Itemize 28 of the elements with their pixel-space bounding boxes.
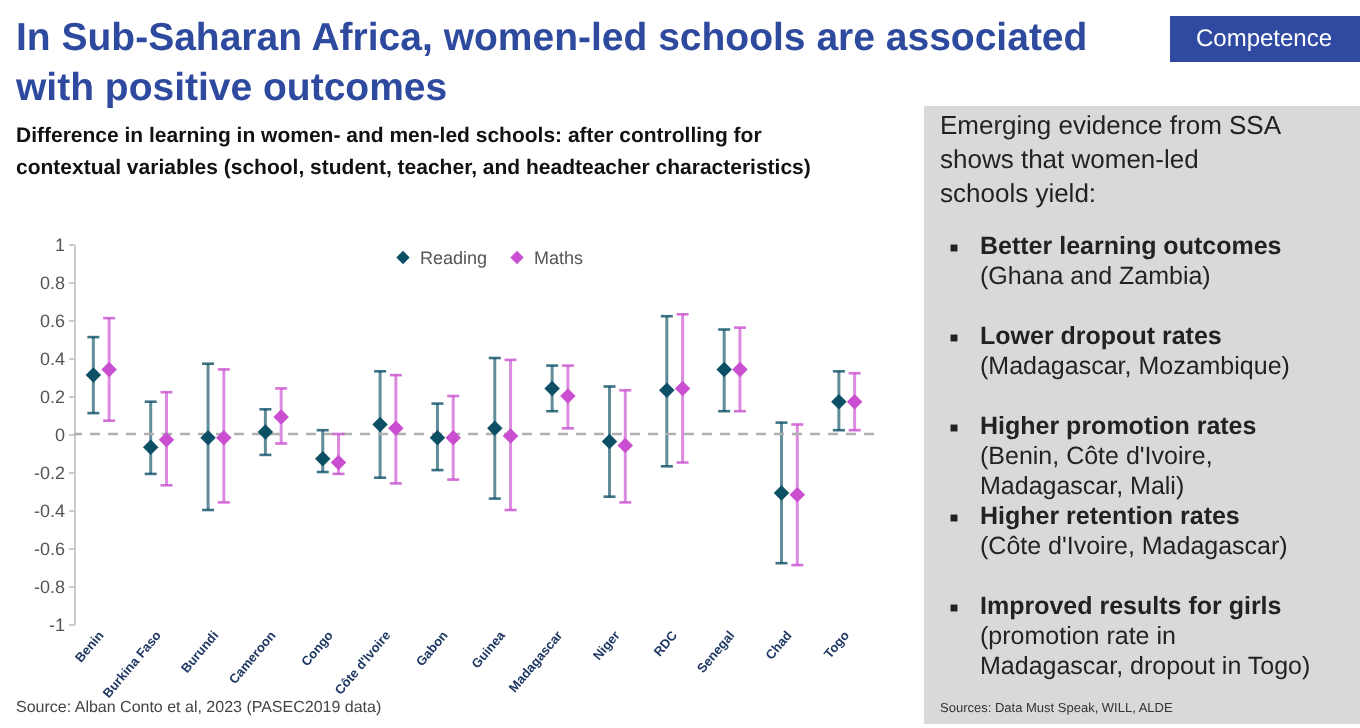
y-tick-label: 1: [54, 235, 65, 255]
legend-label: Maths: [534, 247, 585, 268]
y-tick-label: -1: [48, 615, 65, 635]
y-tick-label: 0.8: [39, 273, 65, 293]
text: Lower dropout rates: [980, 322, 1222, 350]
text: Higher retention rates: [980, 502, 1240, 530]
text: Better learning outcomes: [980, 232, 1282, 260]
y-tick-label: -0.2: [33, 463, 65, 483]
y-tick-label: -0.4: [33, 501, 65, 521]
text: Higher promotion rates: [980, 412, 1257, 440]
y-tick-label: -0.6: [33, 539, 65, 559]
text: Emerging evidence from SSA shows that women-led schools yield:: [940, 110, 1282, 208]
chart-subtitle: Difference in learning in women- and men-led schools: after controlling for contextual variables (school, student, teacher, and headteacher characteristics): [16, 124, 811, 180]
text: (promotion rate in Madagascar, dropout in Togo): [980, 622, 1311, 680]
y-tick-label: -0.8: [33, 577, 65, 597]
text: (Madagascar, Mozambique): [980, 352, 1290, 380]
legend-label: Reading: [420, 247, 488, 268]
y-tick-label: 0.2: [39, 387, 65, 407]
chart-title: In Sub-Saharan Africa, women-led schools are associated with positive outcomes: [14, 16, 1088, 110]
text: (Benin, Côte d'Ivoire, Madagascar, Mali): [980, 442, 1213, 500]
y-tick-label: 0: [54, 425, 65, 445]
text: (Côte d'Ivoire, Madagascar): [980, 532, 1288, 560]
source-note: Source: Alban Conto et al, 2023 (PASEC2019 data): [16, 698, 382, 716]
y-tick-label: 0.4: [39, 349, 65, 369]
y-tick-label: 0.6: [39, 311, 65, 331]
text: (Ghana and Zambia): [980, 262, 1211, 290]
text: Competence: [1195, 24, 1333, 52]
text: Improved results for girls: [980, 592, 1282, 620]
